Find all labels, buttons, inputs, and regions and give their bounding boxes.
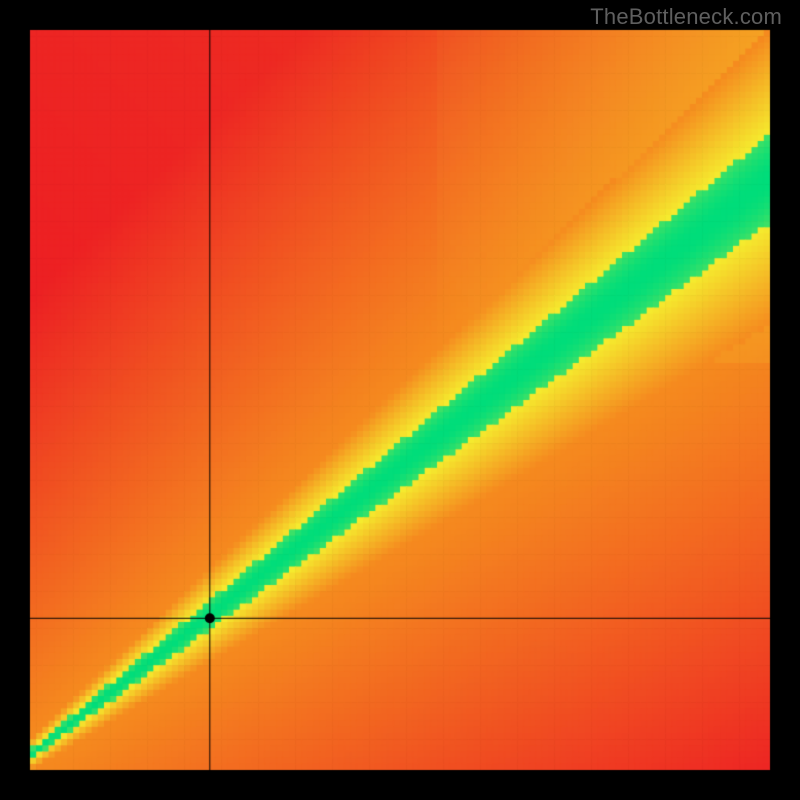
watermark-label: TheBottleneck.com	[590, 4, 782, 30]
heatmap-canvas	[0, 0, 800, 800]
chart-container: TheBottleneck.com	[0, 0, 800, 800]
